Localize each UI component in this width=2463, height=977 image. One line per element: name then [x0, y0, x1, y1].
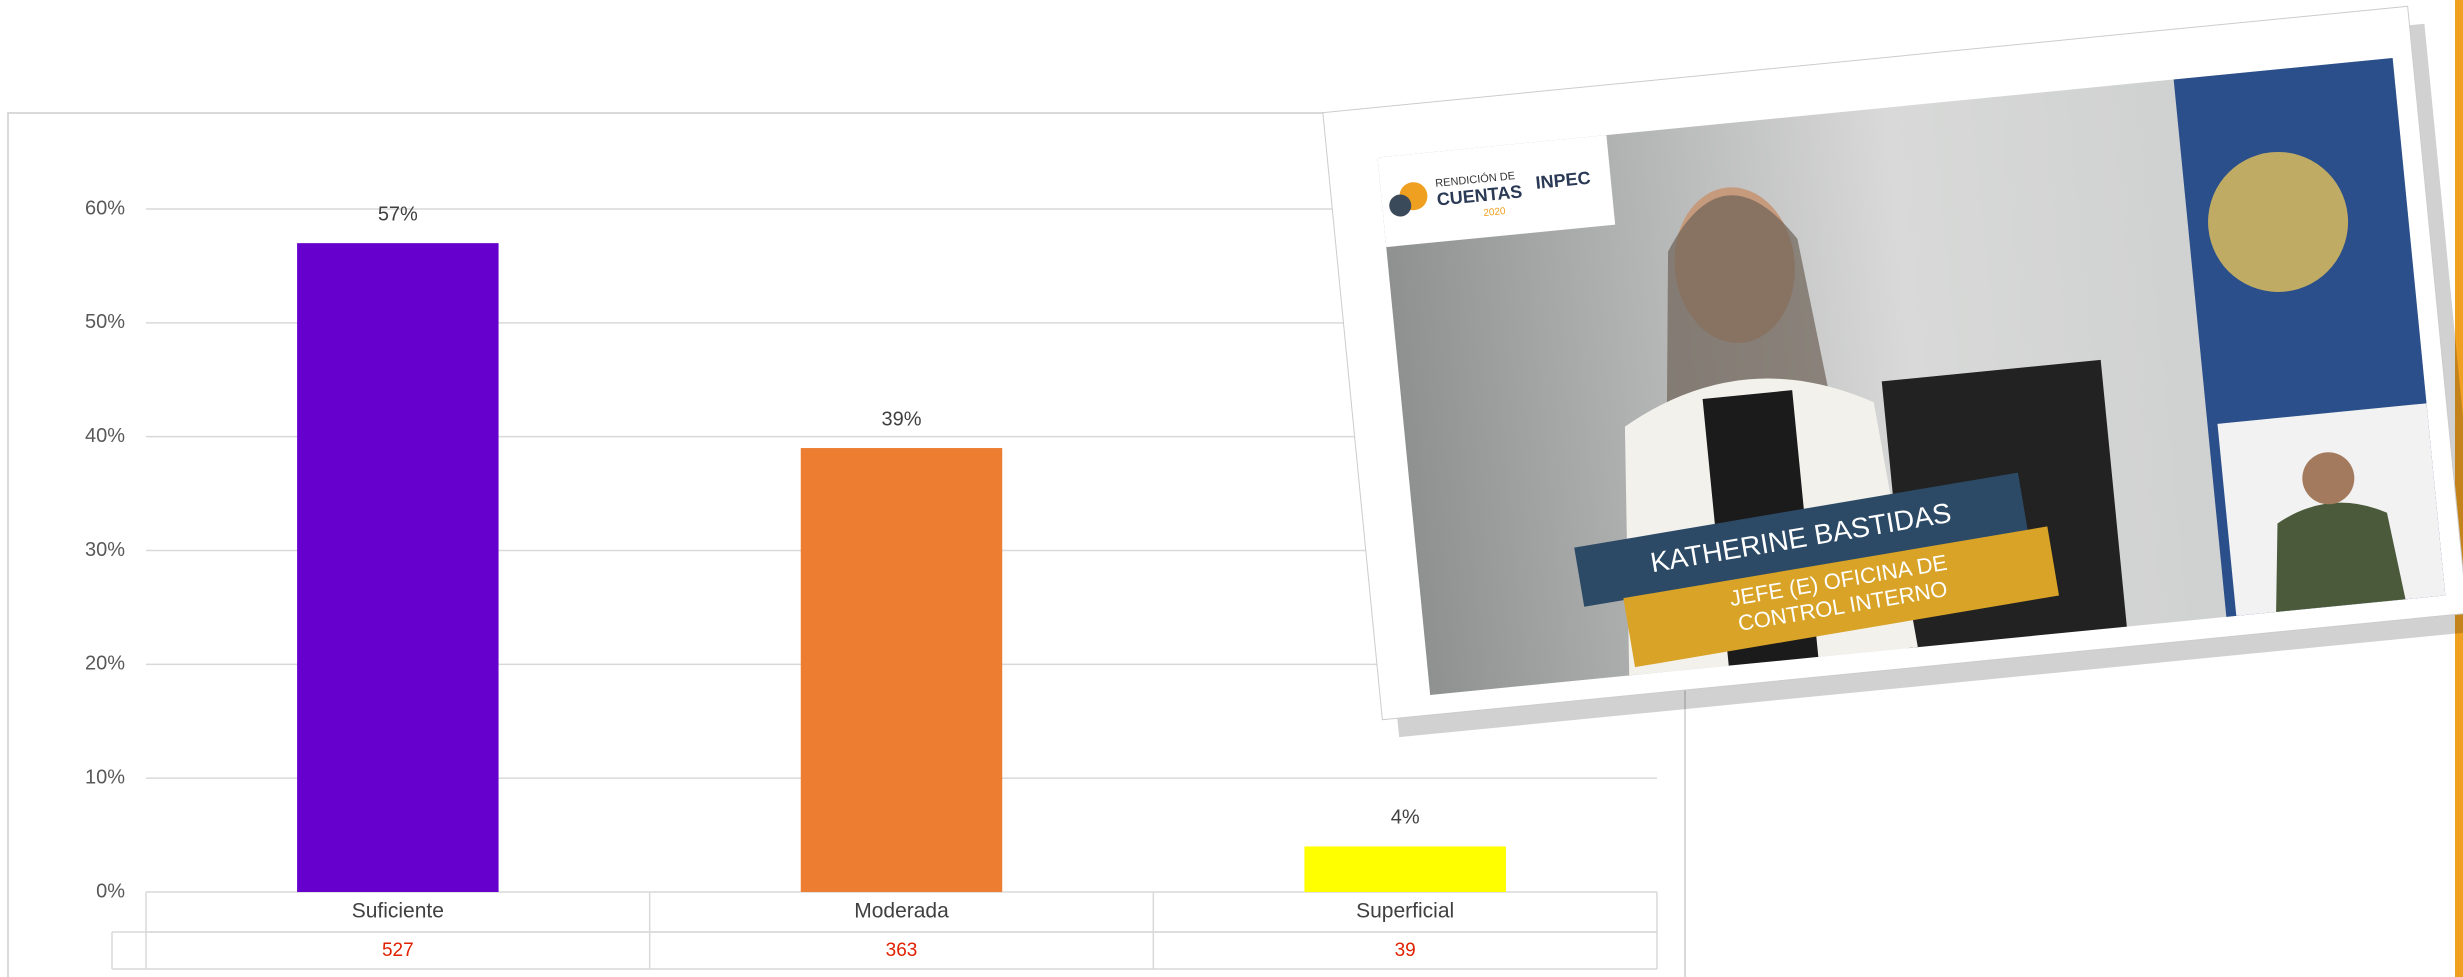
- count-cell: 363: [886, 940, 918, 961]
- edge-bar: [2455, 0, 2463, 977]
- video-card: RENDICIÓN DE CUENTAS 2020 INPEC KATHERIN…: [1322, 5, 2463, 738]
- y-tick-label: 40%: [85, 425, 125, 447]
- interpreter: [2276, 502, 2406, 612]
- chart: 0% 10% 20% 30% 40% 50% 60% 57% Suficiente 527 39% M…: [85, 197, 1658, 970]
- y-tick-label: 30%: [85, 539, 125, 561]
- logo-mark: [1389, 194, 1412, 217]
- y-tick-label: 20%: [85, 653, 125, 675]
- x-tick-label: Moderada: [854, 900, 949, 923]
- bar: [800, 448, 1003, 892]
- value-label: 39%: [881, 408, 921, 430]
- value-label: 57%: [378, 203, 418, 225]
- count-cell: 39: [1395, 940, 1416, 961]
- x-tick-label: Suficiente: [352, 900, 444, 923]
- value-label: 4%: [1391, 807, 1420, 829]
- bar: [297, 243, 499, 892]
- x-tick-label: Superficial: [1356, 900, 1454, 923]
- logo-box: [1377, 135, 1616, 248]
- name-banner: [1574, 472, 2028, 607]
- logo-year: 2020: [1483, 206, 1507, 219]
- emblem: [2208, 151, 2349, 292]
- y-tick-label: 0%: [96, 880, 125, 902]
- bar: [1304, 846, 1506, 892]
- y-tick-label: 50%: [85, 311, 125, 333]
- interpreter-face: [2302, 452, 2355, 505]
- y-tick-label: 60%: [85, 197, 125, 219]
- role-banner: [1623, 526, 2059, 668]
- y-tick-label: 10%: [85, 766, 125, 788]
- count-cell: 527: [382, 940, 414, 961]
